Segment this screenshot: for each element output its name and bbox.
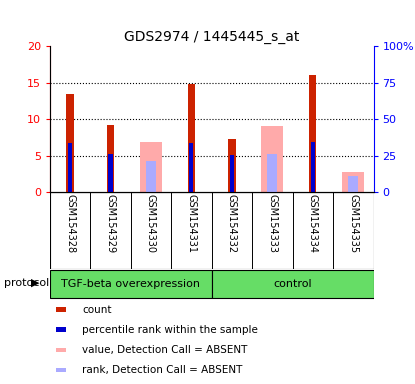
Bar [50,270,212,298]
Bar [56,367,66,372]
Text: TGF-beta overexpression: TGF-beta overexpression [61,279,200,289]
Bar [267,154,277,192]
Bar [228,139,236,192]
Bar [107,125,114,192]
Bar [66,94,74,192]
Text: rank, Detection Call = ABSENT: rank, Detection Call = ABSENT [82,365,242,375]
Text: GSM154332: GSM154332 [227,194,237,253]
Bar [309,74,317,192]
Text: GSM154328: GSM154328 [65,194,75,253]
Title: GDS2974 / 1445445_s_at: GDS2974 / 1445445_s_at [124,30,299,44]
Bar [56,327,66,332]
Bar [189,143,193,192]
Text: GSM154335: GSM154335 [348,194,358,253]
Text: ▶: ▶ [31,278,39,288]
Text: GSM154333: GSM154333 [267,194,277,253]
Text: GSM154334: GSM154334 [308,194,318,253]
Text: protocol: protocol [4,278,49,288]
Bar [261,126,283,192]
Bar [140,142,162,192]
Text: value, Detection Call = ABSENT: value, Detection Call = ABSENT [82,345,247,355]
Bar [212,270,374,298]
Bar [68,143,72,192]
Bar [56,307,66,312]
Text: percentile rank within the sample: percentile rank within the sample [82,325,258,335]
Bar [230,155,234,192]
Bar [56,348,66,353]
Bar [311,142,315,192]
Bar [342,172,364,192]
Bar [188,84,195,192]
Bar [146,161,156,192]
Bar [108,154,112,192]
Text: control: control [273,279,312,289]
Text: count: count [82,305,112,314]
Text: GSM154330: GSM154330 [146,194,156,253]
Text: GSM154331: GSM154331 [186,194,196,253]
Bar [348,176,358,192]
Text: GSM154329: GSM154329 [105,194,115,253]
